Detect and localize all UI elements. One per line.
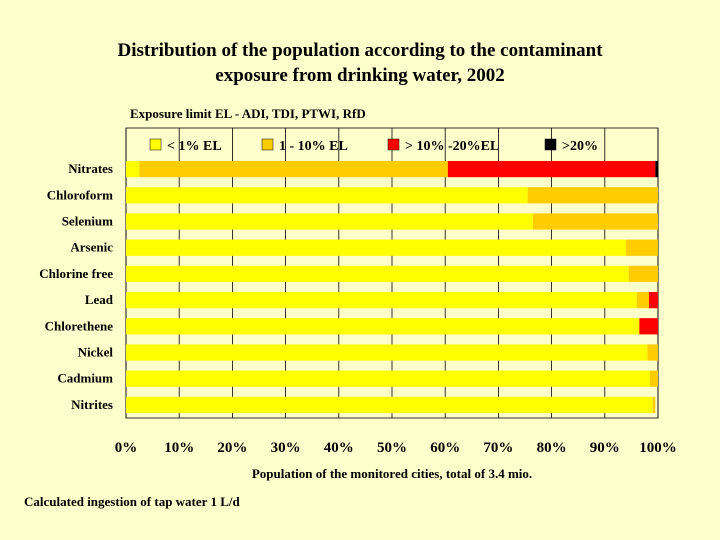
category-label: Nitrites: [71, 397, 113, 412]
bar-segment: [527, 187, 658, 204]
bar-segment: [126, 396, 653, 414]
bar-segment: [652, 396, 656, 414]
bar-segment: [126, 318, 640, 335]
footnote: Calculated ingestion of tap water 1 L/d: [24, 494, 240, 509]
category-label: Selenium: [62, 214, 113, 229]
legend-swatch: [261, 138, 274, 151]
bar-segment: [648, 291, 658, 309]
bar-segment: [126, 213, 533, 230]
chart-title-line-2: exposure from drinking water, 2002: [215, 65, 505, 86]
chart-subtitle: Exposure limit EL - ADI, TDI, PTWI, RfD: [130, 106, 366, 121]
bar-segment: [126, 344, 648, 361]
bar-segment: [126, 291, 637, 309]
legend-label: < 1% EL: [167, 139, 222, 154]
bar-segment: [126, 239, 627, 256]
bar-segment: [126, 370, 651, 387]
chart-title: Distribution of the population according…: [0, 38, 720, 88]
x-tick-label: 10%: [164, 440, 194, 456]
bar-segment: [650, 370, 658, 387]
x-tick-label: 80%: [537, 440, 567, 456]
x-tick-label: 70%: [483, 440, 513, 456]
legend-label: > 10% -20%EL: [405, 139, 499, 154]
x-tick-label: 50%: [377, 440, 407, 456]
legend-label: >20%: [562, 139, 598, 154]
legend-swatch: [387, 138, 400, 151]
bar-segment: [647, 344, 658, 361]
bar-segment: [655, 160, 658, 178]
bar-segment: [447, 160, 656, 178]
category-label: Nitrates: [68, 161, 113, 176]
bar-segment: [639, 318, 658, 335]
x-axis-label: Population of the monitored cities, tota…: [252, 466, 532, 481]
category-label: Arsenic: [70, 240, 113, 255]
category-label: Chloroform: [47, 187, 113, 202]
x-tick-label: 30%: [271, 440, 301, 456]
bar-segment: [139, 160, 448, 178]
category-label: Nickel: [78, 345, 114, 360]
bar-segment: [628, 265, 658, 283]
x-tick-label: 40%: [324, 440, 354, 456]
bar-segment: [532, 213, 658, 230]
legend-swatch: [544, 138, 557, 151]
bar-segment: [126, 265, 629, 283]
x-tick-label: 90%: [590, 440, 620, 456]
x-tick-label: 60%: [430, 440, 460, 456]
category-label: Chlorethene: [45, 318, 114, 333]
x-tick-label: 20%: [217, 440, 247, 456]
category-label: Lead: [85, 292, 114, 307]
bar-segment: [126, 160, 140, 178]
chart-title-line-1: Distribution of the population according…: [117, 40, 603, 61]
bar-segment: [126, 187, 528, 204]
x-tick-label: 0%: [115, 440, 138, 456]
legend-swatch: [149, 138, 162, 151]
category-label: Cadmium: [57, 371, 113, 386]
legend-label: 1 - 10% EL: [279, 139, 348, 154]
x-tick-label: 100%: [639, 440, 677, 456]
bar-segment: [626, 239, 658, 256]
category-label: Chlorine free: [39, 266, 113, 281]
bar-segment: [636, 291, 649, 309]
